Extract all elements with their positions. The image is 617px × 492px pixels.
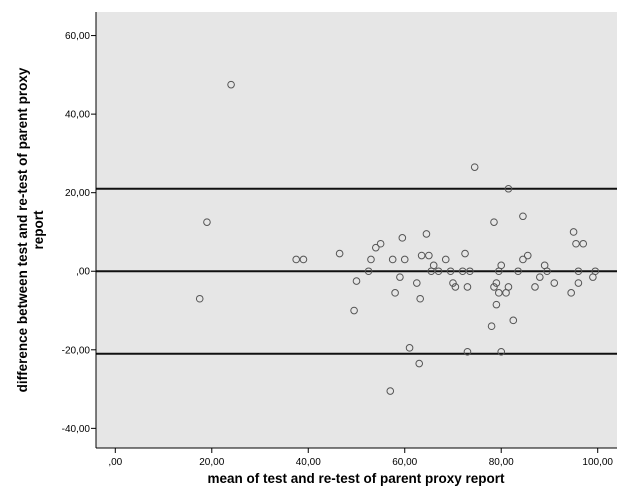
data-point-14 bbox=[391, 289, 399, 297]
data-point-20 bbox=[415, 359, 424, 368]
data-point-35 bbox=[463, 347, 472, 356]
data-point-17 bbox=[400, 255, 409, 264]
x-tick-label-4: 80,00 bbox=[489, 457, 514, 468]
data-point-38 bbox=[487, 322, 496, 331]
data-point-61 bbox=[569, 228, 578, 236]
data-point-46 bbox=[497, 347, 506, 356]
data-point-4 bbox=[299, 255, 308, 264]
data-point-11 bbox=[376, 239, 385, 248]
data-point-1 bbox=[203, 218, 211, 226]
data-point-12 bbox=[386, 387, 395, 395]
data-point-26 bbox=[429, 261, 438, 270]
y-tick-label-4: -20,00 bbox=[62, 345, 91, 356]
y-tick-label-5: -40,00 bbox=[62, 424, 91, 435]
data-point-15 bbox=[396, 273, 404, 281]
data-point-13 bbox=[388, 255, 397, 264]
data-point-63 bbox=[574, 267, 583, 276]
data-point-55 bbox=[531, 283, 539, 291]
data-point-51 bbox=[514, 267, 522, 276]
data-point-5 bbox=[335, 249, 344, 258]
data-point-29 bbox=[446, 267, 455, 276]
data-point-30 bbox=[449, 279, 457, 287]
data-point-37 bbox=[470, 163, 479, 171]
data-point-27 bbox=[434, 267, 443, 276]
y-tick-label-2: 20,00 bbox=[65, 188, 90, 199]
data-point-59 bbox=[550, 279, 559, 287]
data-point-24 bbox=[425, 251, 433, 260]
x-tick-label-0: ,00 bbox=[108, 457, 122, 468]
data-point-49 bbox=[504, 283, 513, 291]
data-point-19 bbox=[413, 279, 421, 287]
data-point-32 bbox=[458, 267, 467, 276]
x-tick-label-1: 20,00 bbox=[199, 457, 224, 468]
y-tick-label-3: ,00 bbox=[76, 267, 90, 278]
data-point-21 bbox=[416, 294, 424, 303]
data-point-54 bbox=[523, 251, 532, 260]
data-point-36 bbox=[466, 267, 474, 276]
data-point-8 bbox=[364, 267, 373, 276]
data-point-52 bbox=[519, 212, 527, 221]
data-point-6 bbox=[350, 306, 358, 315]
y-tick-label-1: 40,00 bbox=[65, 110, 90, 121]
axes bbox=[95, 12, 617, 449]
x-tick-label-2: 40,00 bbox=[296, 457, 321, 468]
data-point-44 bbox=[495, 289, 503, 297]
x-tick-label-5: 100,00 bbox=[582, 457, 613, 468]
data-point-31 bbox=[451, 283, 460, 291]
data-points bbox=[195, 80, 600, 395]
data-point-42 bbox=[492, 279, 501, 287]
data-point-58 bbox=[543, 267, 551, 276]
data-point-7 bbox=[352, 277, 361, 285]
data-point-56 bbox=[536, 273, 544, 281]
plot-area bbox=[96, 12, 617, 448]
data-point-64 bbox=[574, 279, 583, 287]
data-point-0 bbox=[195, 294, 204, 303]
y-axis-title-line-1: difference between test and re-test of p… bbox=[15, 67, 30, 392]
y-axis-title-line-2: report bbox=[31, 210, 46, 250]
data-point-9 bbox=[367, 255, 375, 264]
data-point-23 bbox=[422, 230, 431, 238]
data-point-10 bbox=[371, 243, 380, 252]
data-point-53 bbox=[519, 255, 527, 264]
data-point-33 bbox=[461, 249, 469, 258]
y-tick-label-0: 60,00 bbox=[65, 31, 90, 42]
data-point-39 bbox=[490, 218, 498, 226]
data-point-50 bbox=[509, 316, 518, 325]
data-point-67 bbox=[591, 267, 600, 276]
data-point-48 bbox=[504, 184, 513, 193]
data-point-34 bbox=[463, 283, 472, 291]
data-point-40 bbox=[490, 283, 498, 291]
data-point-28 bbox=[441, 255, 450, 264]
data-point-65 bbox=[579, 239, 588, 248]
data-point-62 bbox=[572, 239, 580, 248]
data-point-60 bbox=[567, 289, 575, 297]
x-axis-title: mean of test and re-test of parent proxy… bbox=[207, 471, 505, 486]
data-point-41 bbox=[492, 300, 501, 309]
data-point-3 bbox=[292, 255, 300, 264]
reference-lines bbox=[96, 187, 617, 355]
data-point-18 bbox=[405, 344, 414, 352]
y-axis-ticks: 60,00 40,00 20,00 ,00 -20,00 -40,00 bbox=[62, 31, 96, 435]
x-tick-label-3: 60,00 bbox=[392, 457, 417, 468]
data-point-45 bbox=[497, 261, 506, 270]
data-point-22 bbox=[417, 251, 426, 260]
x-axis-ticks: ,00 20,00 40,00 60,00 80,00 100,00 bbox=[108, 448, 613, 468]
data-point-2 bbox=[227, 80, 235, 89]
data-point-16 bbox=[398, 234, 407, 242]
